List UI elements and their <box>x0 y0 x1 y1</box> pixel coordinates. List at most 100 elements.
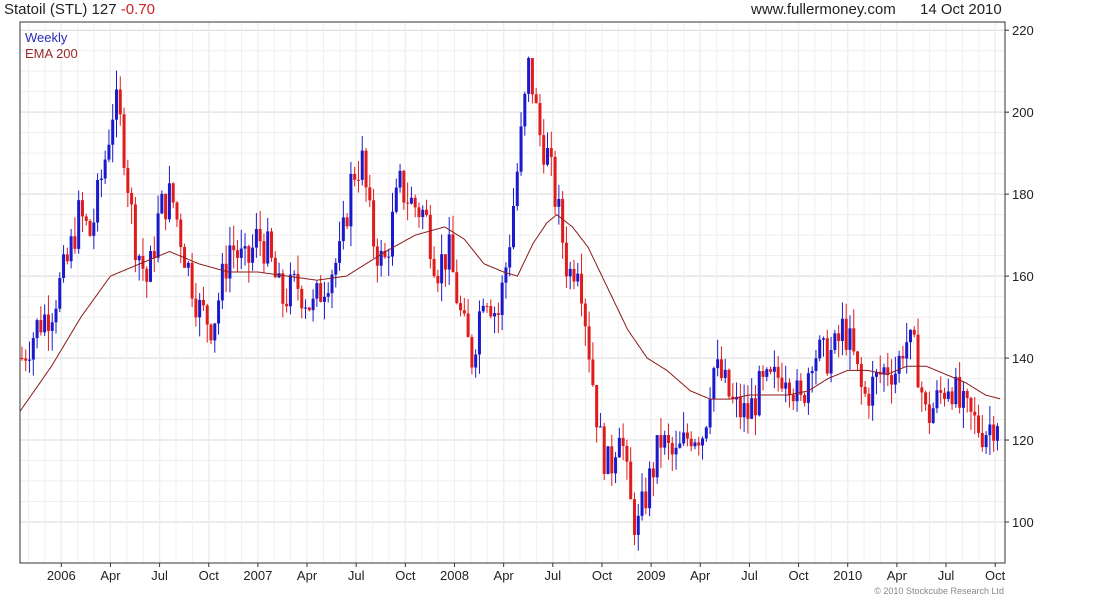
candle-up <box>330 274 334 294</box>
candle-down <box>787 382 791 395</box>
candle-up <box>829 349 833 374</box>
candle-down <box>122 114 126 168</box>
candle-down <box>852 328 856 352</box>
x-tick-label: Oct <box>199 568 220 583</box>
candle-down <box>443 254 447 270</box>
candle-down <box>776 366 780 378</box>
candle-up <box>409 197 413 204</box>
candle-up <box>69 236 73 262</box>
candle-up <box>515 171 519 207</box>
x-tick-label: Jul <box>544 568 561 583</box>
candle-up <box>50 322 54 331</box>
x-tick-label: 2006 <box>47 568 76 583</box>
candle-down <box>685 432 689 439</box>
candle-up <box>693 442 697 447</box>
candle-up <box>288 274 292 307</box>
candle-down <box>345 217 349 227</box>
candle-down <box>175 202 179 220</box>
candle-up <box>481 305 485 312</box>
candle-down <box>164 193 168 220</box>
candle-up <box>31 338 35 360</box>
x-tick-label: 2007 <box>243 568 272 583</box>
candle-down <box>406 202 410 204</box>
candle-down <box>867 393 871 406</box>
candle-down <box>697 442 701 446</box>
candle-down <box>837 333 841 341</box>
candle-up <box>114 89 118 120</box>
candle-down <box>927 404 931 423</box>
candle-up <box>523 93 527 127</box>
x-tick-label: Apr <box>690 568 711 583</box>
candle-up <box>576 273 580 282</box>
candle-down <box>205 305 209 325</box>
candle-up <box>304 307 308 309</box>
candle-down <box>958 376 962 408</box>
candle-up <box>897 355 901 374</box>
candle-down <box>602 426 606 474</box>
candle-down <box>992 424 996 441</box>
candle-down <box>436 275 440 284</box>
candle-up <box>822 338 826 340</box>
candle-up <box>931 408 935 423</box>
candle-down <box>383 250 387 258</box>
candle-up <box>149 251 153 282</box>
candle-up <box>750 398 754 419</box>
candle-up <box>984 435 988 448</box>
candle-down <box>470 337 474 368</box>
candle-up <box>810 370 814 374</box>
x-tick-label: 2010 <box>833 568 862 583</box>
candle-down <box>459 303 463 311</box>
candle-up <box>905 342 909 359</box>
candle-up <box>493 313 497 317</box>
legend: Weekly EMA 200 <box>25 30 78 62</box>
candle-up <box>772 366 776 372</box>
x-tick-label: Oct <box>395 568 416 583</box>
candle-down <box>190 262 194 299</box>
ema-200-line <box>19 213 1001 412</box>
candle-down <box>670 442 674 455</box>
candle-down <box>969 397 973 412</box>
candle-down <box>610 446 614 474</box>
candle-up <box>167 183 171 220</box>
candle-down <box>549 148 553 157</box>
candle-up <box>655 435 659 478</box>
candle-down <box>73 236 77 249</box>
legend-ema: EMA 200 <box>25 46 78 61</box>
candle-up <box>198 300 202 318</box>
x-tick-label: Oct <box>592 568 613 583</box>
candle-up <box>519 126 523 172</box>
candle-up <box>708 399 712 428</box>
candle-up <box>213 323 217 341</box>
candle-up <box>674 447 678 455</box>
candle-up <box>326 293 330 297</box>
candle-up <box>254 229 258 248</box>
candle-down <box>746 403 750 419</box>
site-link[interactable]: www.fullermoney.com <box>751 1 896 18</box>
candle-down <box>24 358 28 361</box>
x-tick-label: Apr <box>494 568 515 583</box>
candle-up <box>893 373 897 385</box>
candle-up <box>546 148 550 165</box>
candle-down <box>300 288 304 309</box>
candle-up <box>716 359 720 369</box>
candle-up <box>508 247 512 268</box>
candle-down <box>939 390 943 393</box>
candle-down <box>920 387 924 393</box>
candle-up <box>35 320 39 339</box>
y-tick-label: 140 <box>1012 351 1034 366</box>
candle-down <box>621 437 625 446</box>
candle-down <box>88 220 92 236</box>
candle-down <box>561 198 565 243</box>
candle-up <box>640 491 644 516</box>
candle-up <box>557 198 561 207</box>
candle-down <box>201 300 205 306</box>
candle-down <box>46 314 50 331</box>
candle-up <box>765 369 769 377</box>
candle-down <box>432 259 436 276</box>
candle-up <box>349 173 353 227</box>
candle-up <box>43 314 47 333</box>
candle-down <box>451 234 455 273</box>
candle-up <box>217 300 221 324</box>
x-tick-label: Oct <box>788 568 809 583</box>
y-tick-label: 220 <box>1012 23 1034 38</box>
